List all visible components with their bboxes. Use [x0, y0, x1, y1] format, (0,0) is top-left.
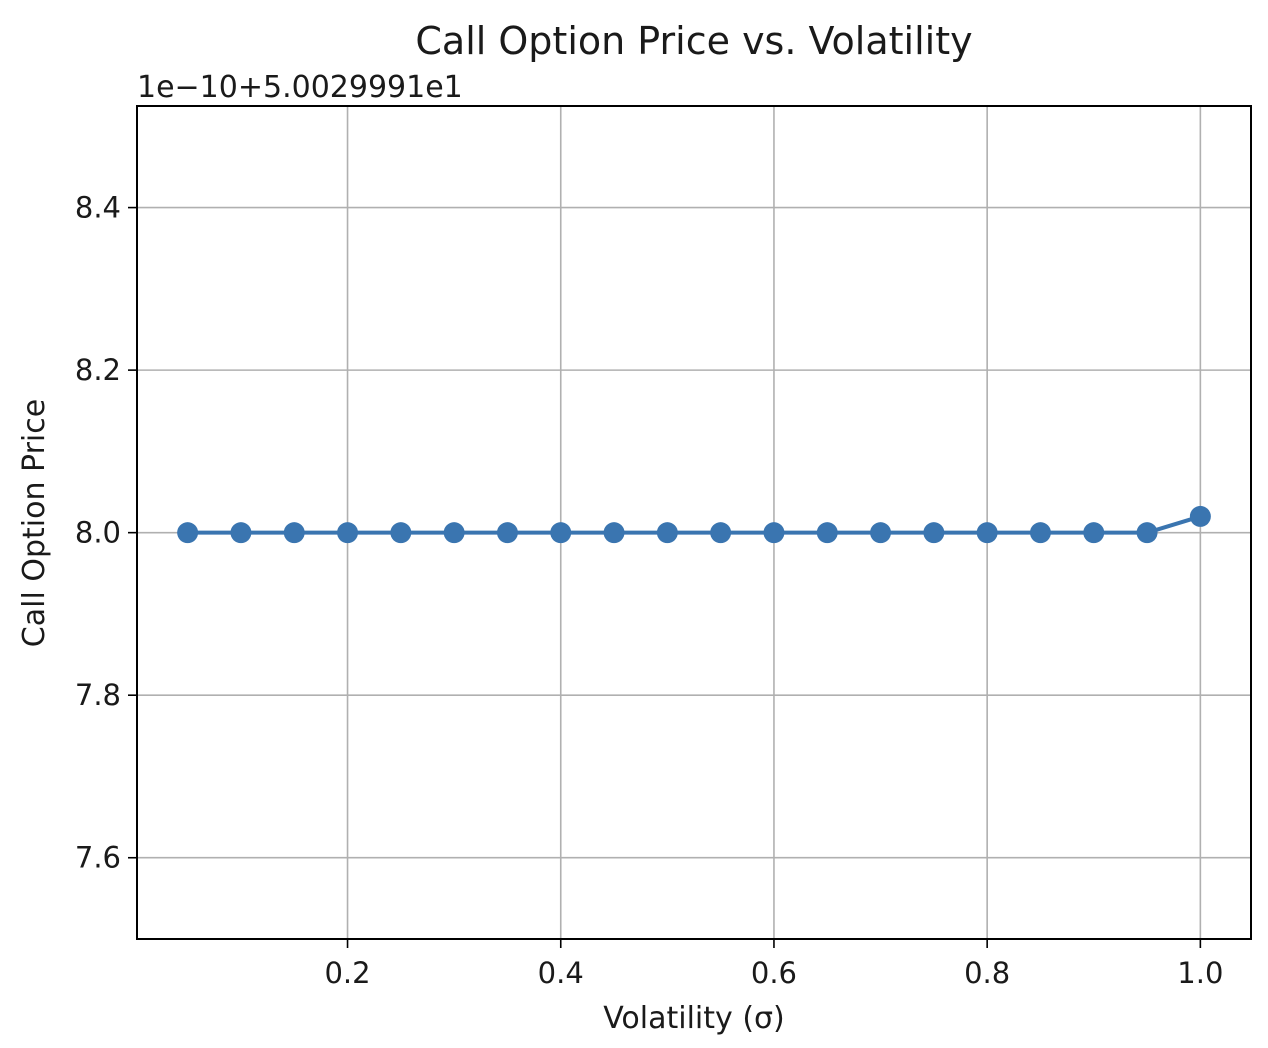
- x-tick-label: 1.0: [1177, 956, 1223, 990]
- data-point: [337, 522, 359, 544]
- data-point: [710, 522, 732, 544]
- x-tick-label: 0.6: [751, 956, 797, 990]
- y-tick-label: 8.0: [75, 516, 121, 550]
- data-point: [390, 522, 412, 544]
- data-point: [496, 522, 518, 544]
- y-axis-label: Call Option Price: [17, 399, 52, 647]
- data-point: [230, 522, 252, 544]
- y-offset-label: 1e−10+5.0029991e1: [137, 70, 463, 105]
- x-tick-label: 0.8: [964, 956, 1010, 990]
- y-tick-label: 8.2: [75, 353, 121, 387]
- chart-title: Call Option Price vs. Volatility: [415, 19, 972, 63]
- data-point: [1083, 522, 1105, 544]
- x-tick-label: 0.2: [324, 956, 370, 990]
- x-tick-label: 0.4: [538, 956, 584, 990]
- plot-frame: [136, 105, 1252, 940]
- data-point: [550, 522, 572, 544]
- data-point: [1029, 522, 1051, 544]
- y-tick-label: 7.8: [75, 678, 121, 712]
- data-point: [603, 522, 625, 544]
- grid-layer: [137, 106, 1251, 939]
- data-point: [1189, 505, 1211, 527]
- y-tick-label: 7.6: [75, 841, 121, 875]
- data-point: [1136, 522, 1158, 544]
- data-point: [976, 522, 998, 544]
- series-layer: [177, 505, 1211, 544]
- data-point: [177, 522, 199, 544]
- data-point: [443, 522, 465, 544]
- data-point: [870, 522, 892, 544]
- x-axis-label: Volatility (σ): [603, 1001, 785, 1036]
- data-point: [763, 522, 785, 544]
- data-point: [656, 522, 678, 544]
- tick-layer: 0.2 0.4 0.6 0.8 1.0 7.6 7.8 8.0 8.2 8.4: [75, 191, 1224, 990]
- y-tick-label: 8.4: [75, 191, 121, 225]
- data-point: [923, 522, 945, 544]
- data-point: [816, 522, 838, 544]
- data-point: [283, 522, 305, 544]
